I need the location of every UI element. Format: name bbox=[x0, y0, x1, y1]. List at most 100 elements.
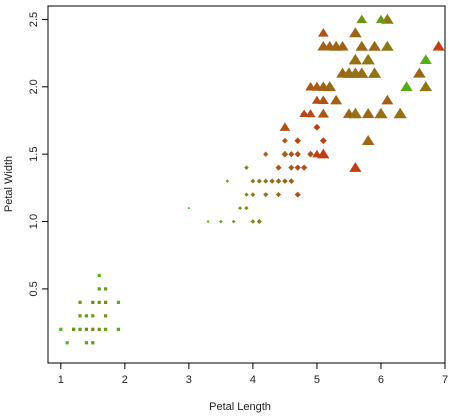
data-point-diamond bbox=[294, 191, 301, 198]
data-point-diamond bbox=[282, 137, 288, 144]
data-point-triangle bbox=[305, 109, 316, 118]
data-point-square bbox=[116, 327, 121, 331]
data-point-triangle bbox=[317, 95, 329, 104]
data-point-square bbox=[72, 327, 76, 331]
data-point-triangle bbox=[375, 14, 387, 23]
data-point-triangle bbox=[323, 81, 337, 92]
data-point-diamond bbox=[256, 178, 262, 184]
y-axis-title: Petal Width bbox=[3, 156, 15, 212]
data-point-triangle bbox=[381, 40, 394, 51]
data-point-triangle bbox=[356, 14, 368, 24]
data-point-diamond bbox=[282, 178, 288, 184]
data-point-triangle bbox=[361, 134, 375, 146]
data-point-diamond bbox=[276, 178, 282, 184]
data-point-diamond bbox=[282, 151, 288, 157]
data-point-triangle bbox=[400, 81, 413, 91]
data-point-diamond bbox=[219, 219, 223, 224]
data-point-diamond bbox=[231, 219, 236, 224]
data-point-triangle bbox=[299, 109, 309, 118]
data-point-square bbox=[104, 300, 108, 304]
data-point-diamond bbox=[288, 164, 295, 171]
y-tick-label: 2.0 bbox=[28, 79, 40, 94]
data-point-square bbox=[78, 300, 82, 304]
data-point-square bbox=[91, 300, 95, 304]
data-point-triangle bbox=[368, 40, 381, 51]
data-point-triangle bbox=[367, 67, 382, 78]
data-point-square bbox=[84, 327, 89, 331]
data-point-diamond bbox=[263, 151, 269, 157]
data-point-triangle bbox=[349, 162, 362, 172]
data-point-diamond bbox=[269, 178, 275, 184]
data-point-square bbox=[91, 327, 95, 331]
data-point-triangle bbox=[361, 54, 375, 65]
plot-frame bbox=[47, 5, 446, 364]
y-tick-label: 1.5 bbox=[28, 147, 40, 162]
data-point-diamond bbox=[275, 191, 282, 198]
data-point-diamond bbox=[288, 178, 295, 185]
data-point-diamond bbox=[307, 151, 314, 158]
data-point-triangle bbox=[393, 107, 407, 119]
data-point-diamond bbox=[244, 165, 249, 170]
x-tick-label: 4 bbox=[250, 374, 256, 386]
data-point-diamond bbox=[257, 219, 262, 224]
data-point-triangle bbox=[419, 81, 433, 92]
x-tick-label: 7 bbox=[442, 374, 448, 386]
data-point-square bbox=[97, 287, 101, 291]
data-point-triangle bbox=[330, 94, 343, 105]
data-point-square bbox=[104, 287, 108, 291]
data-point-square bbox=[78, 314, 82, 318]
x-tick-label: 5 bbox=[314, 374, 320, 386]
x-tick-label: 6 bbox=[378, 374, 384, 386]
data-point-diamond bbox=[250, 178, 256, 184]
data-point-triangle bbox=[374, 107, 388, 119]
data-point-triangle bbox=[355, 40, 369, 51]
data-point-triangle bbox=[317, 148, 330, 159]
data-point-triangle bbox=[348, 107, 362, 119]
data-point-diamond bbox=[294, 137, 302, 144]
data-point-triangle bbox=[419, 54, 432, 65]
data-point-square bbox=[91, 341, 95, 345]
data-point-diamond bbox=[294, 151, 301, 158]
data-point-triangle bbox=[317, 108, 330, 118]
data-point-diamond bbox=[250, 192, 256, 197]
data-point-square bbox=[104, 327, 108, 331]
data-point-square bbox=[97, 300, 101, 304]
data-point-square bbox=[97, 273, 101, 278]
data-point-triangle bbox=[348, 53, 362, 65]
data-point-square bbox=[97, 327, 101, 331]
data-point-diamond bbox=[250, 219, 256, 224]
data-point-triangle bbox=[279, 122, 291, 131]
data-point-triangle bbox=[381, 94, 394, 105]
y-tick-label: 2.5 bbox=[28, 12, 40, 27]
data-point-diamond bbox=[275, 164, 282, 171]
data-points bbox=[59, 13, 445, 345]
x-axis: 1 2 3 4 5 6 7 bbox=[58, 363, 448, 386]
x-tick-label: 3 bbox=[186, 374, 192, 386]
data-point-square bbox=[59, 327, 63, 331]
data-point-diamond bbox=[238, 206, 243, 211]
data-point-square bbox=[104, 314, 108, 318]
data-point-diamond bbox=[244, 205, 249, 211]
data-point-triangle bbox=[349, 27, 362, 38]
data-point-triangle bbox=[413, 67, 426, 78]
data-point-diamond bbox=[300, 164, 308, 171]
data-point-diamond bbox=[244, 192, 249, 197]
data-point-square bbox=[91, 314, 95, 318]
data-point-diamond bbox=[313, 123, 321, 131]
data-point-diamond bbox=[225, 179, 230, 183]
data-point-diamond bbox=[294, 164, 301, 171]
y-tick-label: 0.5 bbox=[28, 281, 40, 296]
y-axis: 0.5 1.0 1.5 2.0 2.5 bbox=[28, 12, 48, 297]
data-point-diamond bbox=[263, 178, 268, 184]
data-point-square bbox=[84, 314, 89, 318]
data-point-triangle bbox=[361, 108, 375, 119]
data-point-diamond bbox=[263, 192, 269, 198]
data-point-triangle bbox=[317, 28, 329, 37]
data-point-square bbox=[78, 327, 82, 331]
data-point-diamond bbox=[319, 137, 327, 145]
data-point-triangle bbox=[355, 67, 369, 78]
y-tick-label: 1.0 bbox=[28, 214, 40, 229]
x-tick-label: 1 bbox=[58, 374, 64, 386]
data-point-square bbox=[84, 341, 89, 345]
